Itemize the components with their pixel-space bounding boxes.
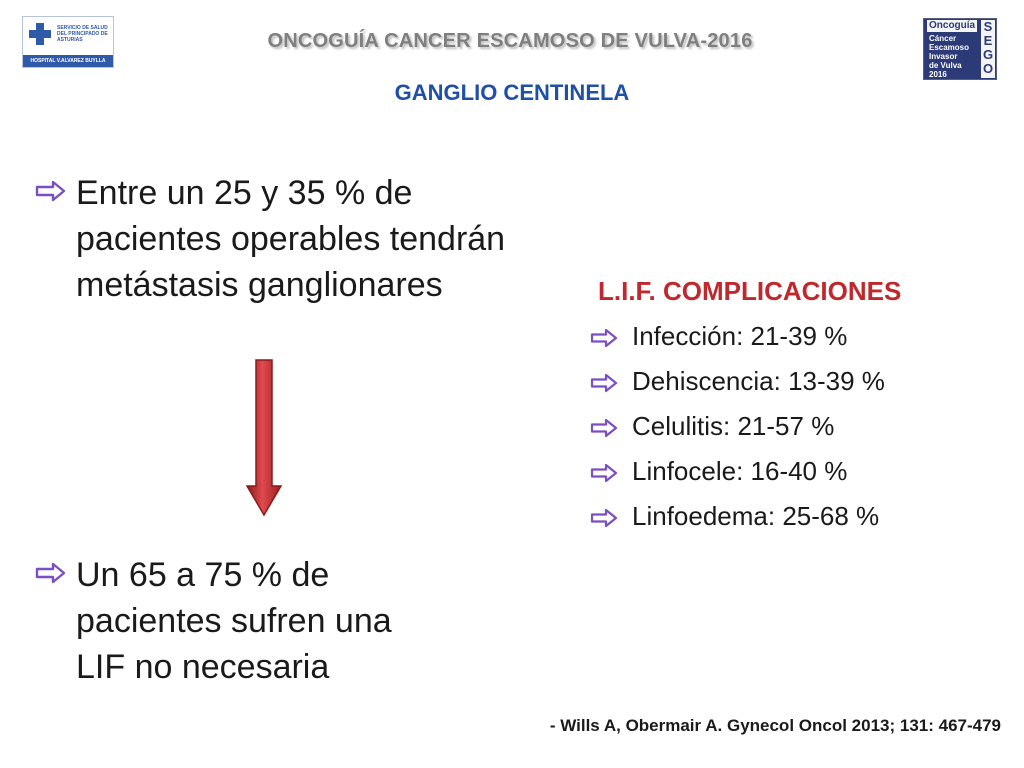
- complications-heading: L.I.F. COMPLICACIONES: [598, 276, 902, 306]
- bullet-arrow-icon: [590, 418, 618, 438]
- bullet-arrow-icon: [35, 180, 66, 202]
- complication-label: Celulitis: 21-57 %: [632, 411, 835, 441]
- point-unnecessary-lif: Un 65 a 75 % de pacientes sufren una LIF…: [76, 556, 392, 686]
- bullet-arrow-icon: [590, 373, 618, 393]
- slide-title: ONCOGUÍA CANCER ESCAMOSO DE VULVA-2016: [267, 30, 753, 52]
- citation: - Wills A, Obermair A. Gynecol Oncol 201…: [549, 716, 1001, 735]
- cross-icon: [29, 23, 51, 45]
- logo-lines: Cáncer Escamoso Invasor de Vulva 2016: [929, 34, 970, 79]
- health-service-logo: SERVICIO DE SALUD DEL PRINCIPADO DE ASTU…: [22, 16, 114, 68]
- logo-brand: Oncoguía: [927, 20, 977, 32]
- bullet-arrow-icon: [35, 562, 66, 584]
- complication-label: Linfocele: 16-40 %: [632, 456, 848, 486]
- bullet-arrow-icon: [590, 463, 618, 483]
- point-metastasis: Entre un 25 y 35 % de pacientes operable…: [76, 174, 506, 304]
- sego-logo: Oncoguía Cáncer Escamoso Invasor de Vulv…: [923, 18, 997, 80]
- logo-acronym: S E G O: [981, 19, 995, 78]
- slide-subtitle: GANGLIO CENTINELA: [394, 80, 630, 105]
- logo-hospital-text: HOSPITAL V.ALVAREZ BUYLLA: [23, 55, 113, 67]
- complication-label: Linfoedema: 25-68 %: [632, 501, 880, 531]
- complication-label: Dehiscencia: 13-39 %: [632, 366, 885, 396]
- down-arrow-icon: [245, 359, 283, 517]
- logo-org-text: SERVICIO DE SALUD DEL PRINCIPADO DE ASTU…: [57, 25, 108, 43]
- bullet-arrow-icon: [590, 328, 618, 348]
- complication-label: Infección: 21-39 %: [632, 321, 848, 351]
- bullet-arrow-icon: [590, 508, 618, 528]
